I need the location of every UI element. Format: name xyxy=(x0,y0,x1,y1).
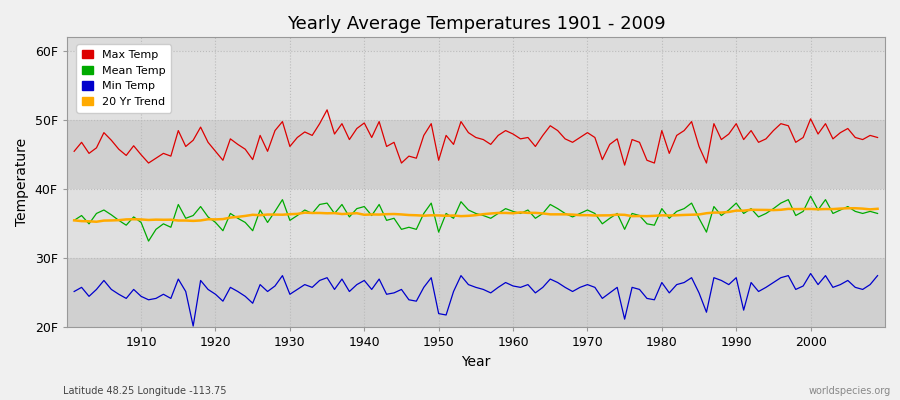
Max Temp xyxy=(605,142,616,147)
Mean Temp xyxy=(515,211,526,216)
Min Temp xyxy=(508,284,518,288)
Min Temp xyxy=(129,287,140,292)
Max Temp xyxy=(508,132,518,136)
Min Temp xyxy=(344,289,355,294)
Bar xyxy=(67,51,885,120)
Max Temp xyxy=(292,135,302,140)
Y-axis label: Temperature: Temperature xyxy=(15,138,29,226)
Max Temp xyxy=(344,137,355,142)
Line: Max Temp: Max Temp xyxy=(74,110,878,165)
Bar xyxy=(67,258,885,328)
20 Yr Trend xyxy=(872,206,883,211)
20 Yr Trend xyxy=(136,217,147,222)
Min Temp xyxy=(872,273,883,278)
Max Temp xyxy=(321,108,332,112)
Mean Temp xyxy=(508,209,518,214)
Min Temp xyxy=(300,282,310,287)
20 Yr Trend xyxy=(68,218,79,223)
Mean Temp xyxy=(344,214,355,219)
Mean Temp xyxy=(300,208,310,212)
Bar xyxy=(67,189,885,258)
Min Temp xyxy=(605,290,616,295)
Mean Temp xyxy=(143,239,154,244)
Text: Latitude 48.25 Longitude -113.75: Latitude 48.25 Longitude -113.75 xyxy=(63,386,227,396)
20 Yr Trend xyxy=(508,211,518,216)
Line: Min Temp: Min Temp xyxy=(74,274,878,326)
Mean Temp xyxy=(605,216,616,221)
20 Yr Trend xyxy=(515,210,526,215)
Mean Temp xyxy=(68,218,79,223)
X-axis label: Year: Year xyxy=(461,355,491,369)
Min Temp xyxy=(515,285,526,290)
Max Temp xyxy=(68,149,79,154)
Max Temp xyxy=(515,136,526,141)
Bar xyxy=(67,120,885,189)
Mean Temp xyxy=(129,214,140,219)
Max Temp xyxy=(619,163,630,168)
Title: Yearly Average Temperatures 1901 - 2009: Yearly Average Temperatures 1901 - 2009 xyxy=(286,15,665,33)
Line: 20 Yr Trend: 20 Yr Trend xyxy=(74,208,878,222)
20 Yr Trend xyxy=(344,211,355,216)
Min Temp xyxy=(68,289,79,294)
Mean Temp xyxy=(806,194,816,198)
20 Yr Trend xyxy=(850,206,860,211)
Max Temp xyxy=(872,135,883,140)
20 Yr Trend xyxy=(605,213,616,218)
Line: Mean Temp: Mean Temp xyxy=(74,196,878,241)
Legend: Max Temp, Mean Temp, Min Temp, 20 Yr Trend: Max Temp, Mean Temp, Min Temp, 20 Yr Tre… xyxy=(76,44,171,112)
Min Temp xyxy=(806,271,816,276)
Max Temp xyxy=(129,143,140,148)
20 Yr Trend xyxy=(91,219,102,224)
20 Yr Trend xyxy=(300,210,310,215)
Mean Temp xyxy=(872,211,883,216)
Text: worldspecies.org: worldspecies.org xyxy=(809,386,891,396)
Min Temp xyxy=(188,324,199,328)
